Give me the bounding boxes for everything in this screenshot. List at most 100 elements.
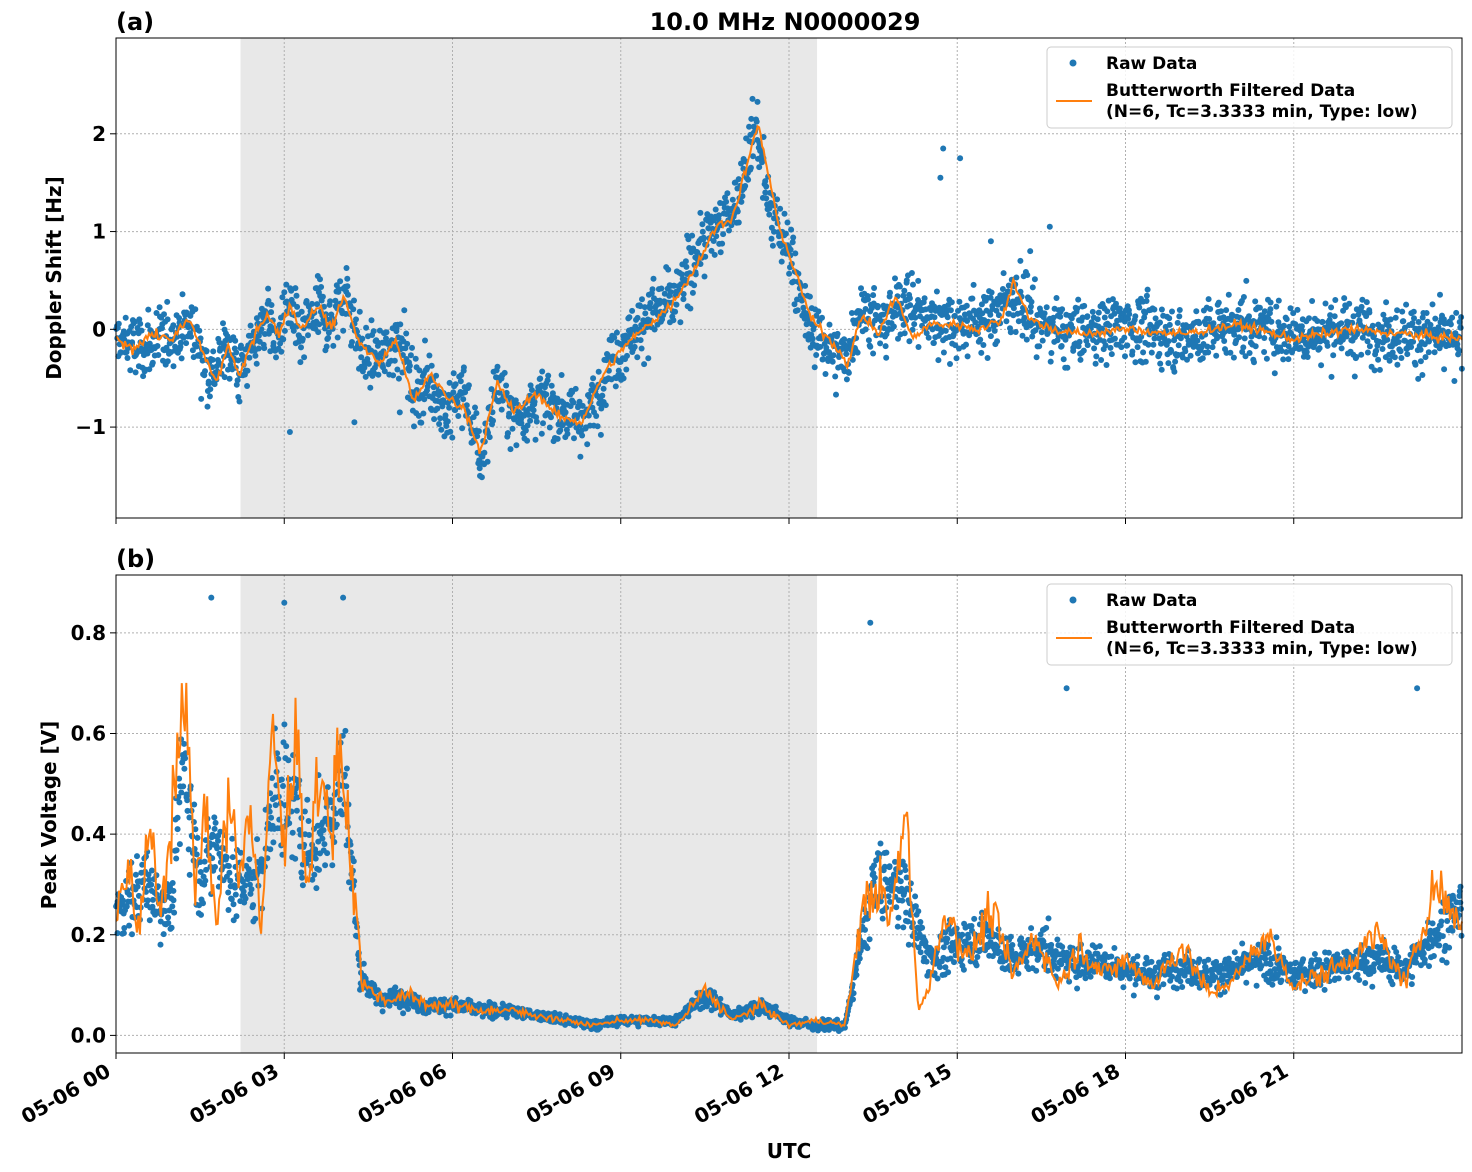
raw-data-point <box>877 840 884 847</box>
raw-data-point <box>762 178 769 185</box>
raw-data-point <box>1047 358 1054 365</box>
raw-data-point <box>1186 968 1193 975</box>
raw-data-point <box>165 920 172 926</box>
raw-data-point <box>343 265 350 271</box>
raw-data-point <box>1196 320 1203 327</box>
raw-data-point <box>980 342 987 348</box>
raw-data-point <box>1274 972 1281 979</box>
raw-data-point <box>1275 945 1282 952</box>
raw-data-point <box>522 427 529 434</box>
raw-data-point <box>1205 349 1212 356</box>
raw-data-point <box>631 343 638 350</box>
panel-a-legend-raw-marker <box>1069 59 1077 67</box>
raw-data-point <box>333 810 340 817</box>
raw-data-point <box>454 399 461 406</box>
raw-data-point <box>401 307 408 314</box>
raw-data-point <box>678 271 685 278</box>
raw-data-point <box>506 410 513 417</box>
raw-data-point <box>134 883 141 890</box>
raw-data-point <box>745 176 752 183</box>
raw-data-point <box>1241 335 1248 342</box>
raw-data-point <box>915 344 922 350</box>
raw-data-point <box>658 285 665 292</box>
raw-data-point <box>494 363 501 370</box>
raw-data-point <box>1449 314 1456 321</box>
raw-data-point <box>1039 337 1046 344</box>
raw-data-point <box>265 297 272 304</box>
raw-data-point <box>350 858 357 865</box>
panel-a-legend-raw-label: Raw Data <box>1106 54 1197 74</box>
raw-data-point <box>1108 351 1115 358</box>
raw-data-point <box>964 353 971 360</box>
raw-data-point <box>1148 958 1155 965</box>
raw-data-point <box>1150 341 1157 348</box>
raw-data-point <box>1033 967 1040 974</box>
raw-data-point <box>763 195 770 202</box>
raw-data-point <box>170 363 177 370</box>
raw-data-point <box>280 336 287 343</box>
raw-data-point <box>1206 316 1213 322</box>
raw-data-point <box>1311 951 1318 957</box>
raw-data-point <box>1425 349 1432 356</box>
raw-data-point <box>1038 329 1045 336</box>
raw-data-point <box>193 343 200 350</box>
raw-data-point <box>476 465 483 472</box>
raw-data-point <box>1375 356 1382 363</box>
raw-data-point <box>1041 310 1048 317</box>
raw-data-point <box>351 297 357 304</box>
raw-data-point <box>726 227 732 234</box>
raw-data-point <box>735 176 742 183</box>
raw-data-point <box>1380 311 1387 318</box>
raw-data-point <box>411 423 417 430</box>
raw-data-point <box>1142 358 1149 365</box>
raw-data-point <box>1269 981 1276 988</box>
raw-data-point <box>518 420 525 427</box>
raw-data-point <box>1271 370 1278 377</box>
raw-data-point <box>1415 375 1422 382</box>
raw-data-point <box>168 924 175 931</box>
raw-data-point <box>126 922 133 929</box>
raw-data-point <box>1018 935 1025 942</box>
raw-data-point <box>883 849 890 856</box>
raw-data-point <box>897 878 904 885</box>
raw-data-point <box>909 326 916 333</box>
raw-data-point <box>364 356 371 362</box>
raw-data-point <box>233 381 240 388</box>
raw-data-point <box>146 876 153 883</box>
raw-data-point <box>1243 277 1250 284</box>
raw-data-point <box>1391 354 1398 361</box>
raw-data-point <box>438 426 445 433</box>
raw-data-point <box>446 379 453 386</box>
raw-data-point <box>834 330 841 337</box>
raw-data-point <box>1378 324 1385 331</box>
raw-data-point <box>211 381 218 388</box>
raw-data-point <box>806 293 813 300</box>
raw-data-point <box>1138 333 1145 340</box>
raw-data-point <box>951 959 957 966</box>
raw-data-point <box>729 196 736 203</box>
raw-data-point <box>972 319 979 326</box>
raw-data-point <box>270 839 277 846</box>
raw-data-point <box>1379 346 1386 352</box>
raw-data-point <box>602 402 609 409</box>
raw-data-point <box>289 829 296 836</box>
raw-data-point <box>1451 378 1458 384</box>
raw-data-point <box>1134 344 1141 351</box>
raw-data-point <box>1456 347 1463 354</box>
raw-data-point <box>320 827 327 834</box>
raw-data-point <box>1074 305 1081 312</box>
raw-data-point <box>892 858 898 865</box>
raw-data-point <box>886 863 893 870</box>
raw-data-point <box>979 310 986 317</box>
raw-data-point <box>1124 342 1131 349</box>
raw-data-point <box>169 880 176 886</box>
raw-data-point <box>342 727 349 734</box>
raw-data-point <box>934 975 941 982</box>
raw-data-point <box>1004 288 1011 295</box>
raw-data-point <box>343 765 350 772</box>
raw-data-point <box>319 293 326 300</box>
raw-data-point <box>1326 317 1333 323</box>
panel-a-filtered-line <box>115 124 1463 454</box>
raw-data-point <box>1366 343 1373 350</box>
raw-data-point <box>1338 320 1345 327</box>
